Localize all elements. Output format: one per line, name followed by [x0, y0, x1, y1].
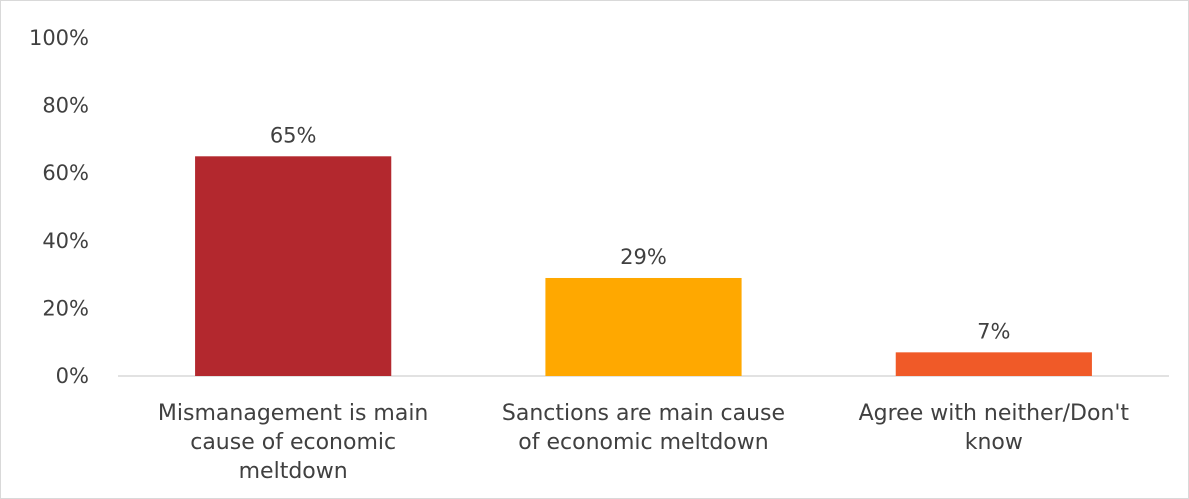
y-tick-label: 20%: [42, 296, 89, 320]
x-category-label: Mismanagement is main: [158, 401, 428, 426]
bar: [195, 156, 392, 376]
y-axis: 0% 20% 40% 60% 80% 100%: [29, 26, 89, 388]
data-labels: 65% 29% 7%: [270, 123, 1011, 343]
x-category-label: meltdown: [239, 459, 348, 484]
x-category-label: Agree with neither/Don't: [859, 401, 1130, 426]
x-category-label: of economic meltdown: [518, 430, 768, 455]
bar: [545, 277, 742, 376]
data-label: 7%: [977, 319, 1010, 343]
bar: [895, 352, 1092, 376]
y-tick-label: 60%: [42, 161, 89, 185]
x-category-label: Sanctions are main cause: [502, 401, 785, 426]
data-label: 65%: [270, 123, 317, 147]
data-label: 29%: [620, 245, 667, 269]
category-labels: Mismanagement is main cause of economic me…: [158, 401, 1130, 484]
y-tick-label: 80%: [42, 94, 89, 118]
y-tick-label: 40%: [42, 229, 89, 253]
bars: [195, 156, 1092, 376]
x-category-label: know: [965, 430, 1023, 455]
x-category-label: cause of economic: [190, 430, 396, 455]
y-tick-label: 0%: [56, 364, 89, 388]
y-tick-label: 100%: [29, 26, 89, 50]
